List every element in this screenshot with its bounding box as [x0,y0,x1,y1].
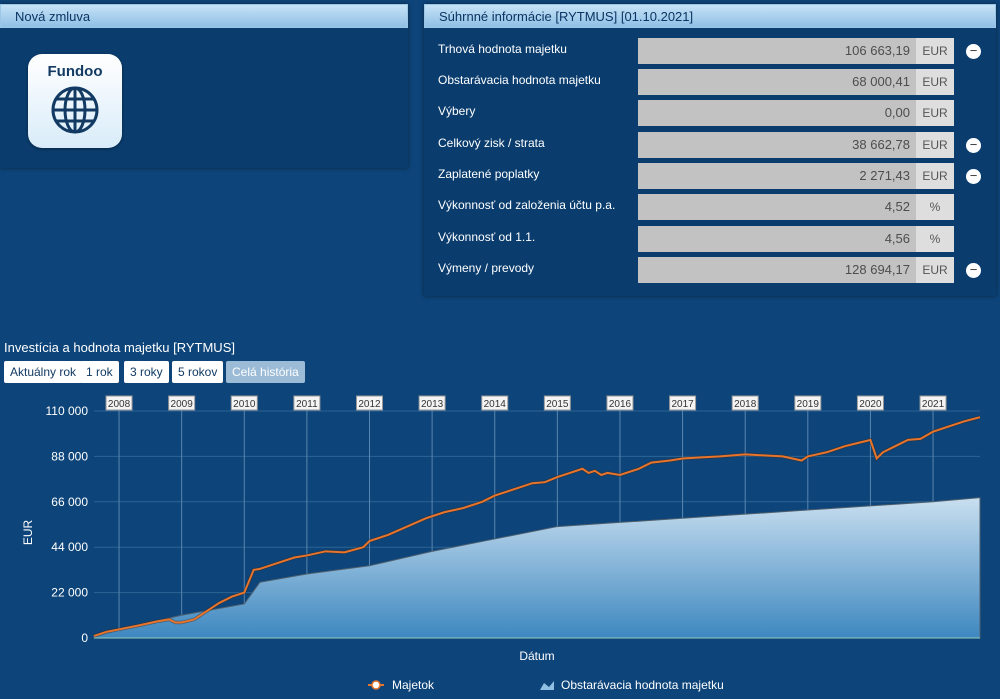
year-label-box [794,395,822,411]
year-label: 2008 [108,399,131,410]
summary-row-unit: EUR [916,257,954,283]
year-label-box [606,395,634,411]
year-label-box [105,395,133,411]
collapse-button[interactable]: − [966,138,981,153]
year-label: 2010 [233,399,256,410]
year-label-box [356,395,384,411]
y-tick-label: 110 000 [46,404,89,418]
fundoo-tile-label: Fundoo [47,63,103,80]
summary-row-value: 128 694,17 [638,257,916,283]
summary-row-value: 106 663,19 [638,38,916,64]
fundoo-tile-button[interactable]: Fundoo [28,54,122,148]
summary-row-unit: EUR [916,100,954,126]
legend-label: Majetok [392,678,435,692]
range-button[interactable]: Celá história [226,361,305,383]
summary-row: Obstarávacia hodnota majetku 68 000,41 EUR [438,69,978,95]
summary-row-label: Obstarávacia hodnota majetku [438,73,601,87]
year-label-box [418,395,446,411]
summary-row: Trhová hodnota majetku 106 663,19 EUR − [438,38,981,64]
year-label: 2021 [922,399,945,410]
year-label: 2012 [358,399,381,410]
summary-row-label: Celkový zisk / strata [438,136,545,150]
range-button[interactable]: 3 roky [124,361,169,383]
summary-row-label: Výkonnosť od 1.1. [438,230,536,244]
year-label-box [293,395,321,411]
range-button[interactable]: 5 rokov [172,361,224,383]
summary-row-value: 0,00 [638,100,916,126]
year-label: 2011 [296,399,318,410]
y-tick-label: 88 000 [51,449,88,463]
investment-chart: 0 22 000 44 000 66 000 88 000 110 000 2008 2009… [21,395,981,692]
collapse-button[interactable]: − [966,44,981,59]
year-label-box [168,395,196,411]
collapse-button[interactable]: − [966,169,981,184]
year-label-box [481,395,509,411]
summary-row-value: 68 000,41 [638,69,916,95]
year-label: 2015 [546,399,569,410]
new-contract-header: Nová zmluva [0,4,408,28]
summary-row-value: 2 271,43 [638,163,916,189]
summary-row-value: 4,56 [638,226,916,252]
year-label-box [669,395,697,411]
year-label-box [919,395,947,411]
summary-row-label: Trhová hodnota majetku [438,42,567,56]
line-assets [93,416,981,637]
y-tick-label: 22 000 [51,586,88,600]
summary-row: Výmeny / prevody 128 694,17 EUR − [438,257,981,283]
year-label-box [731,395,759,411]
year-label: 2019 [797,399,820,410]
legend-area-marker [540,681,554,690]
year-label: 2014 [484,399,507,410]
chart-title: Investícia a hodnota majetku [RYTMUS] [4,340,235,355]
summary-row-unit: EUR [916,132,954,158]
legend-dot-marker [371,680,381,690]
summary-row-unit: EUR [916,38,954,64]
summary-row-value: 38 662,78 [638,132,916,158]
area-acquisition-value [93,497,981,639]
year-label: 2017 [671,399,694,410]
y-tick-label: 66 000 [51,495,88,509]
summary-row-label: Zaplatené poplatky [438,167,540,181]
y-tick-label: 0 [81,631,88,645]
globe-icon [51,86,99,134]
summary-row: Zaplatené poplatky 2 271,43 EUR − [438,163,981,189]
summary-row-unit: EUR [916,163,954,189]
year-label-box [230,395,258,411]
y-axis-title: EUR [21,520,35,546]
range-button[interactable]: Aktuálny rok [4,361,83,383]
summary-row-label: Výkonnosť od založenia účtu p.a. [438,198,616,212]
collapse-button[interactable]: − [966,263,981,278]
legend-label: Obstarávacia hodnota majetku [561,678,724,692]
year-label-box [856,395,884,411]
summary-row-unit: % [916,226,954,252]
year-label: 2013 [421,399,444,410]
year-label: 2020 [859,399,882,410]
y-tick-label: 44 000 [51,540,88,554]
summary-row-label: Výbery [438,104,476,118]
x-axis-title: Dátum [519,649,554,663]
new-contract-panel: Nová zmluva Fundoo [0,4,408,168]
summary-row-unit: EUR [916,69,954,95]
year-label: 2018 [734,399,757,410]
range-button[interactable]: 1 rok [80,361,119,383]
summary-header: Súhrnné informácie [RYTMUS] [01.10.2021] [424,4,996,28]
year-label-box [543,395,571,411]
summary-row-value: 4,52 [638,194,916,220]
summary-panel: Súhrnné informácie [RYTMUS] [01.10.2021]… [424,4,996,296]
summary-row-unit: % [916,194,954,220]
year-label: 2009 [171,399,194,410]
year-label: 2016 [609,399,632,410]
summary-row: Výkonnosť od založenia účtu p.a. 4,52% [438,194,978,220]
summary-row-label: Výmeny / prevody [438,261,535,275]
summary-row: Celkový zisk / strata 38 662,78 EUR − [438,132,981,158]
summary-row: Výkonnosť od 1.1. 4,56% [438,226,978,252]
summary-row: Výbery 0,00 EUR [438,100,978,126]
